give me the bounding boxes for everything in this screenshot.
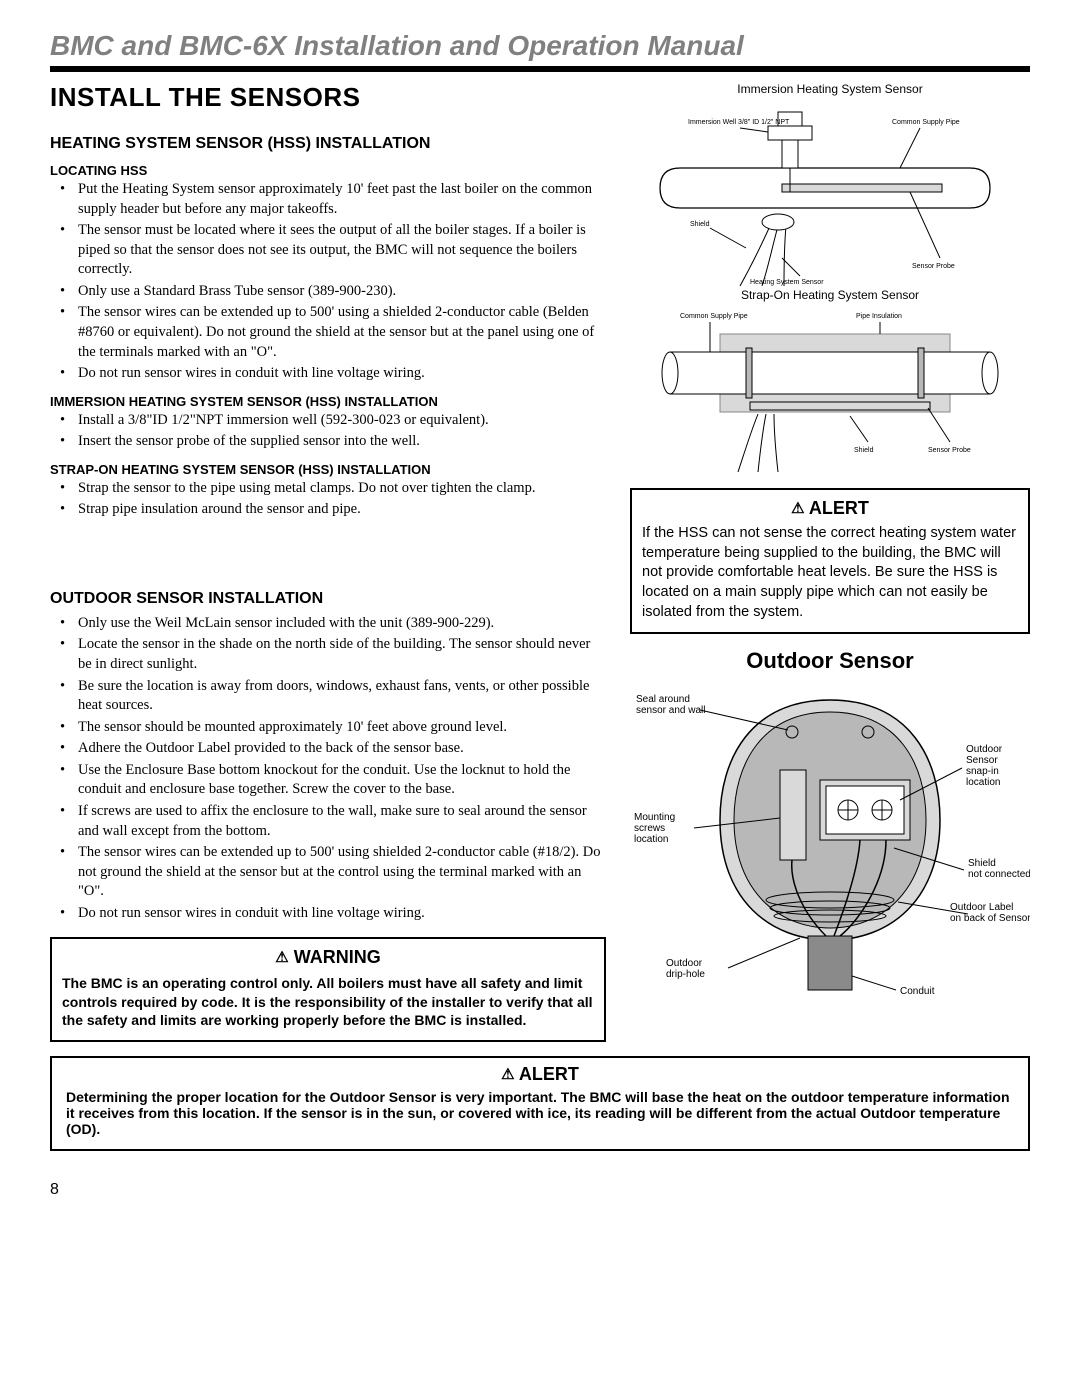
list-item: The sensor wires can be extended up to 5… xyxy=(78,843,606,902)
outdoor-figure: Seal around sensor and wall Outdoor Sens… xyxy=(630,680,1030,1010)
label-common-supply-pipe2: Common Supply Pipe xyxy=(680,313,748,320)
strapon-diagram: Common Supply Pipe Pipe Insulation Shiel… xyxy=(650,304,1010,474)
hss-heading: HEATING SYSTEM SENSOR (HSS) INSTALLATION xyxy=(50,135,606,153)
strapon-hss-heading: STRAP-ON HEATING SYSTEM SENSOR (HSS) INS… xyxy=(50,462,606,477)
strapon-figure: Strap-On Heating System Sensor xyxy=(630,288,1030,474)
label-pipe-insulation: Pipe Insulation xyxy=(856,313,902,320)
list-item: Strap pipe insulation around the sensor … xyxy=(78,500,606,520)
label-immersion-well: Immersion Well 3/8" ID 1/2" NPT xyxy=(688,119,790,126)
alert-icon: ⚠ xyxy=(501,1066,514,1083)
immersion-diagram: Immersion Well 3/8" ID 1/2" NPT Common S… xyxy=(650,98,1010,288)
immersion-figure-title: Immersion Heating System Sensor xyxy=(630,82,1030,96)
immersion-hss-heading: IMMERSION HEATING SYSTEM SENSOR (HSS) IN… xyxy=(50,394,606,409)
outdoor-bullets: Only use the Weil McLain sensor included… xyxy=(50,614,606,923)
right-alert-label: ALERT xyxy=(809,498,869,518)
warning-icon: ⚠ xyxy=(275,949,288,966)
right-alert-title: ⚠ ALERT xyxy=(642,496,1018,520)
locating-hss-heading: LOCATING HSS xyxy=(50,163,606,178)
label-outdoor-snapin: Outdoor Sensor snap-in location xyxy=(966,744,1005,788)
document-title: BMC and BMC-6X Installation and Operatio… xyxy=(50,30,1030,62)
alert-icon: ⚠ xyxy=(791,500,804,517)
warning-title: ⚠ WARNING xyxy=(62,945,594,969)
list-item: Use the Enclosure Base bottom knockout f… xyxy=(78,761,606,800)
list-item: Put the Heating System sensor approximat… xyxy=(78,180,606,219)
outdoor-sensor-title: Outdoor Sensor xyxy=(630,648,1030,674)
list-item: Only use the Weil McLain sensor included… xyxy=(78,614,606,634)
outdoor-diagram: Seal around sensor and wall Outdoor Sens… xyxy=(630,680,1030,1010)
label-shield: Shield xyxy=(690,221,710,228)
right-column: Immersion Heating System Sensor xyxy=(630,82,1030,1042)
list-item: The sensor should be mounted approximate… xyxy=(78,718,606,738)
label-heating-system-sensor: Heating System Sensor xyxy=(750,279,824,286)
label-outdoor-label: Outdoor Label on back of Sensor xyxy=(950,902,1030,924)
list-item: Locate the sensor in the shade on the no… xyxy=(78,635,606,674)
outdoor-heading: OUTDOOR SENSOR INSTALLATION xyxy=(50,590,606,608)
list-item: Insert the sensor probe of the supplied … xyxy=(78,432,606,452)
list-item: Do not run sensor wires in conduit with … xyxy=(78,364,606,384)
bottom-alert-label: ALERT xyxy=(519,1064,579,1084)
list-item: Do not run sensor wires in conduit with … xyxy=(78,904,606,924)
bottom-alert-title: ⚠ ALERT xyxy=(66,1064,1014,1085)
page-number: 8 xyxy=(50,1181,1030,1199)
label-sensor-probe2: Sensor Probe xyxy=(928,447,971,454)
right-alert-body: If the HSS can not sense the correct hea… xyxy=(642,524,1018,622)
list-item: Be sure the location is away from doors,… xyxy=(78,677,606,716)
label-conduit: Conduit xyxy=(900,986,935,997)
label-common-supply-pipe: Common Supply Pipe xyxy=(892,119,960,126)
list-item: The sensor wires can be extended up to 5… xyxy=(78,303,606,362)
left-column: INSTALL THE SENSORS HEATING SYSTEM SENSO… xyxy=(50,82,606,1042)
label-outdoor-drip: Outdoor drip-hole xyxy=(666,958,705,980)
locating-hss-bullets: Put the Heating System sensor approximat… xyxy=(50,180,606,384)
warning-label: WARNING xyxy=(294,947,381,967)
strapon-figure-title: Strap-On Heating System Sensor xyxy=(630,288,1030,302)
label-shield2: Shield xyxy=(854,447,874,454)
bottom-alert-box: ⚠ ALERT Determining the proper location … xyxy=(50,1056,1030,1151)
immersion-figure: Immersion Heating System Sensor xyxy=(630,82,1030,288)
list-item: Install a 3/8"ID 1/2"NPT immersion well … xyxy=(78,411,606,431)
immersion-hss-bullets: Install a 3/8"ID 1/2"NPT immersion well … xyxy=(50,411,606,452)
list-item: Only use a Standard Brass Tube sensor (3… xyxy=(78,282,606,302)
list-item: If screws are used to affix the enclosur… xyxy=(78,802,606,841)
section-title: INSTALL THE SENSORS xyxy=(50,82,606,113)
list-item: Strap the sensor to the pipe using metal… xyxy=(78,479,606,499)
right-alert-box: ⚠ ALERT If the HSS can not sense the cor… xyxy=(630,488,1030,634)
label-mounting-screws: Mounting screws location xyxy=(634,812,678,845)
list-item: Adhere the Outdoor Label provided to the… xyxy=(78,739,606,759)
bottom-alert-body: Determining the proper location for the … xyxy=(66,1089,1014,1137)
title-rule xyxy=(50,66,1030,72)
strapon-hss-bullets: Strap the sensor to the pipe using metal… xyxy=(50,479,606,520)
label-shield-nc: Shield not connected xyxy=(968,858,1030,880)
warning-body: The BMC is an operating control only. Al… xyxy=(62,974,594,1031)
label-sensor-probe: Sensor Probe xyxy=(912,263,955,270)
label-seal-around: Seal around sensor and wall xyxy=(636,694,705,716)
list-item: The sensor must be located where it sees… xyxy=(78,221,606,280)
warning-box: ⚠ WARNING The BMC is an operating contro… xyxy=(50,937,606,1042)
